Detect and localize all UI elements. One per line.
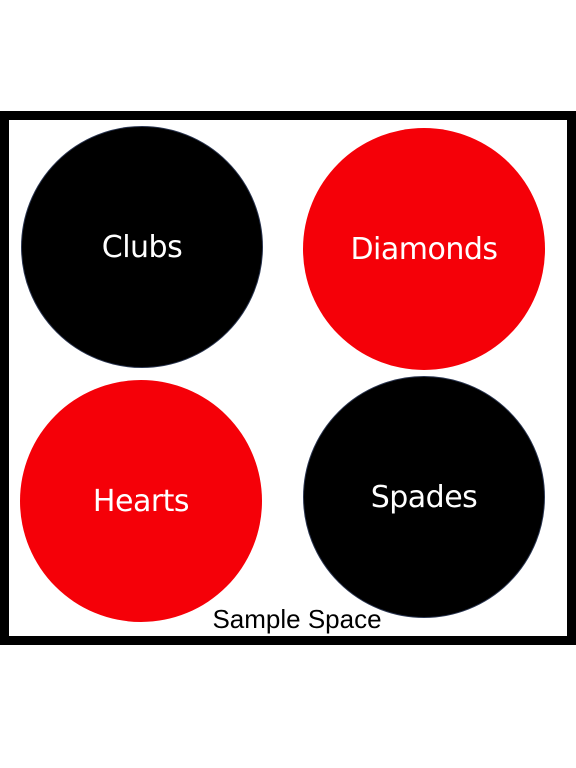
suit-label-clubs: Clubs [101, 229, 183, 265]
suit-circle-hearts: Hearts [20, 380, 262, 622]
suit-circle-clubs: Clubs [21, 126, 263, 368]
suit-circle-diamonds: Diamonds [303, 128, 545, 370]
suit-label-diamonds: Diamonds [350, 231, 498, 267]
suit-label-hearts: Hearts [92, 483, 190, 519]
suit-label-spades: Spades [370, 479, 478, 515]
suit-circle-spades: Spades [303, 376, 545, 618]
sample-space-caption: Sample Space [212, 604, 382, 634]
